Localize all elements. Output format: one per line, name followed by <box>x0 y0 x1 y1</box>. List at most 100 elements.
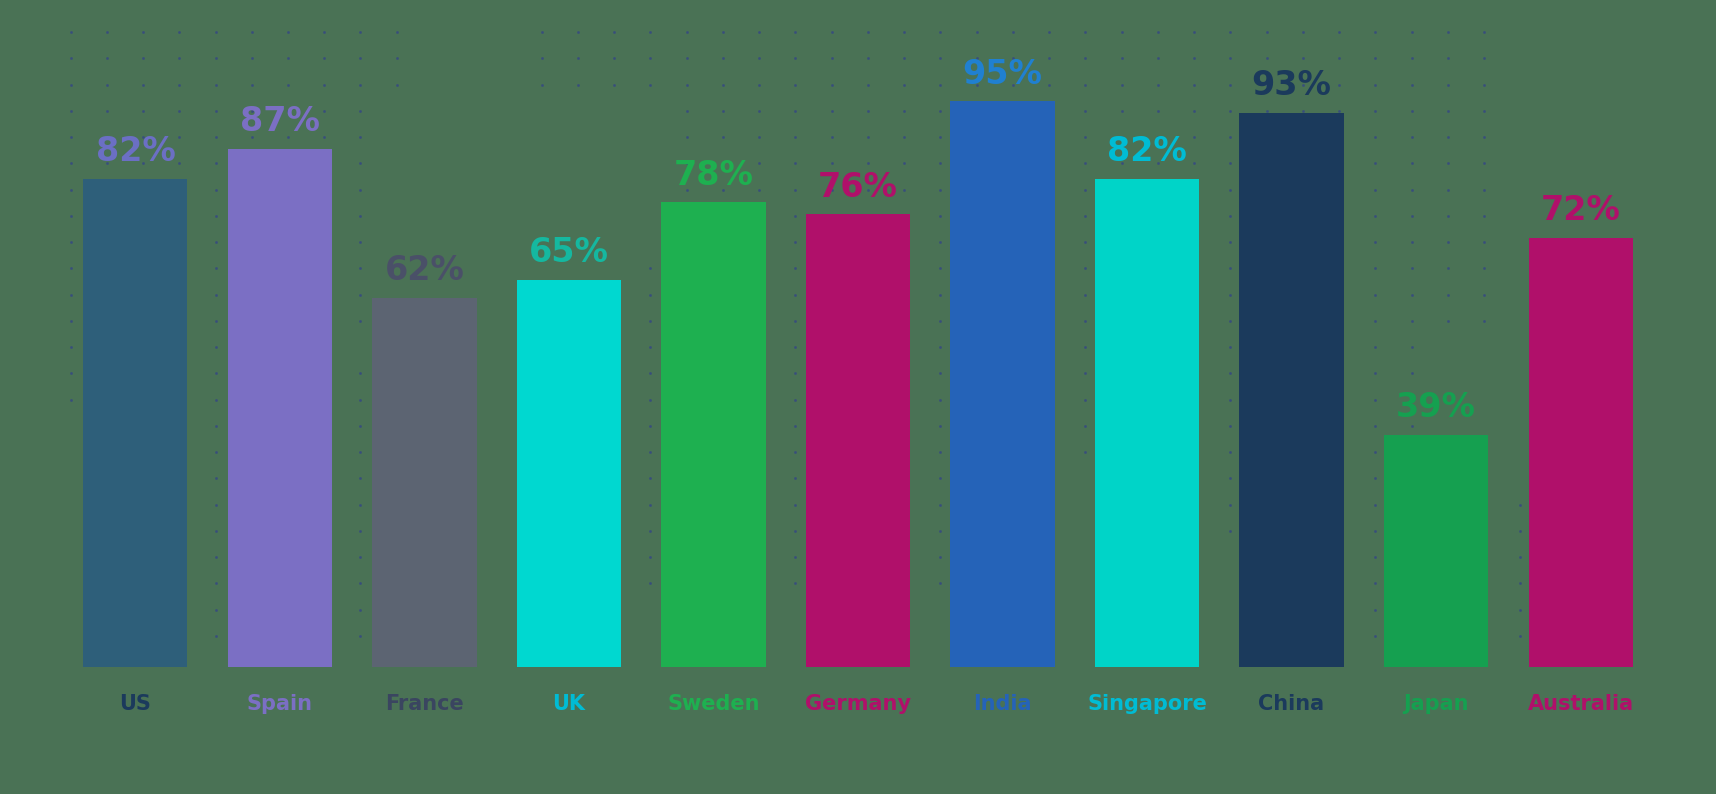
Point <box>57 236 84 249</box>
Point <box>1071 105 1098 118</box>
Point <box>1109 393 1136 406</box>
Point <box>383 445 410 458</box>
Point <box>1399 525 1426 538</box>
Text: 76%: 76% <box>819 171 897 204</box>
Point <box>1325 157 1352 170</box>
Point <box>1035 393 1062 406</box>
Point <box>57 393 84 406</box>
Point <box>963 367 990 380</box>
Point <box>419 445 446 458</box>
Point <box>1217 52 1244 65</box>
Point <box>311 472 338 484</box>
Point <box>1399 105 1426 118</box>
Point <box>1109 79 1136 91</box>
Point <box>709 525 736 538</box>
Point <box>963 183 990 196</box>
Point <box>239 393 266 406</box>
Point <box>1579 551 1606 564</box>
Point <box>1181 367 1208 380</box>
Bar <box>84 179 187 667</box>
Point <box>709 236 736 249</box>
Point <box>165 262 192 275</box>
Point <box>855 314 882 327</box>
Point <box>347 314 374 327</box>
Point <box>275 499 302 511</box>
Point <box>709 551 736 564</box>
Point <box>347 210 374 222</box>
Point <box>709 393 736 406</box>
Point <box>927 262 954 275</box>
Point <box>1253 79 1280 91</box>
Point <box>1471 314 1498 327</box>
Text: 78%: 78% <box>674 159 753 191</box>
Point <box>165 79 192 91</box>
Point <box>1253 288 1280 301</box>
Point <box>709 577 736 590</box>
Point <box>1289 393 1316 406</box>
Point <box>202 630 230 642</box>
Point <box>673 525 700 538</box>
Point <box>1035 262 1062 275</box>
Point <box>1289 79 1316 91</box>
Point <box>202 105 230 118</box>
Point <box>1035 25 1062 38</box>
Point <box>1361 472 1388 484</box>
Text: 95%: 95% <box>963 57 1042 91</box>
Point <box>782 499 810 511</box>
Point <box>637 288 664 301</box>
Point <box>1471 288 1498 301</box>
Point <box>1399 367 1426 380</box>
Point <box>782 25 810 38</box>
Point <box>311 52 338 65</box>
Point <box>275 79 302 91</box>
Point <box>202 393 230 406</box>
Bar <box>951 102 1055 667</box>
Point <box>347 288 374 301</box>
Point <box>1399 314 1426 327</box>
Point <box>1399 472 1426 484</box>
Point <box>963 314 990 327</box>
Point <box>819 577 846 590</box>
Point <box>1035 314 1062 327</box>
Point <box>202 183 230 196</box>
Point <box>1399 630 1426 642</box>
Point <box>999 79 1026 91</box>
Point <box>419 499 446 511</box>
Point <box>93 262 120 275</box>
Point <box>1217 314 1244 327</box>
Point <box>855 25 882 38</box>
Point <box>347 25 374 38</box>
Point <box>275 183 302 196</box>
Point <box>383 603 410 616</box>
Point <box>745 472 772 484</box>
Point <box>347 499 374 511</box>
Point <box>1361 419 1388 432</box>
Point <box>819 210 846 222</box>
Point <box>891 157 918 170</box>
Point <box>275 131 302 144</box>
Point <box>311 367 338 380</box>
Point <box>1325 445 1352 458</box>
Text: 62%: 62% <box>384 254 465 287</box>
Point <box>1507 577 1534 590</box>
Point <box>1289 603 1316 616</box>
Point <box>311 157 338 170</box>
Point <box>1289 314 1316 327</box>
Point <box>347 551 374 564</box>
Text: 39%: 39% <box>1397 391 1476 424</box>
Point <box>1399 577 1426 590</box>
Point <box>999 393 1026 406</box>
Point <box>855 131 882 144</box>
Point <box>383 472 410 484</box>
Point <box>1035 210 1062 222</box>
Point <box>239 236 266 249</box>
Point <box>673 52 700 65</box>
Point <box>1579 630 1606 642</box>
Point <box>1035 445 1062 458</box>
Point <box>165 393 192 406</box>
Text: 72%: 72% <box>1541 195 1620 227</box>
Point <box>1217 262 1244 275</box>
Point <box>383 393 410 406</box>
Point <box>782 393 810 406</box>
Point <box>819 367 846 380</box>
